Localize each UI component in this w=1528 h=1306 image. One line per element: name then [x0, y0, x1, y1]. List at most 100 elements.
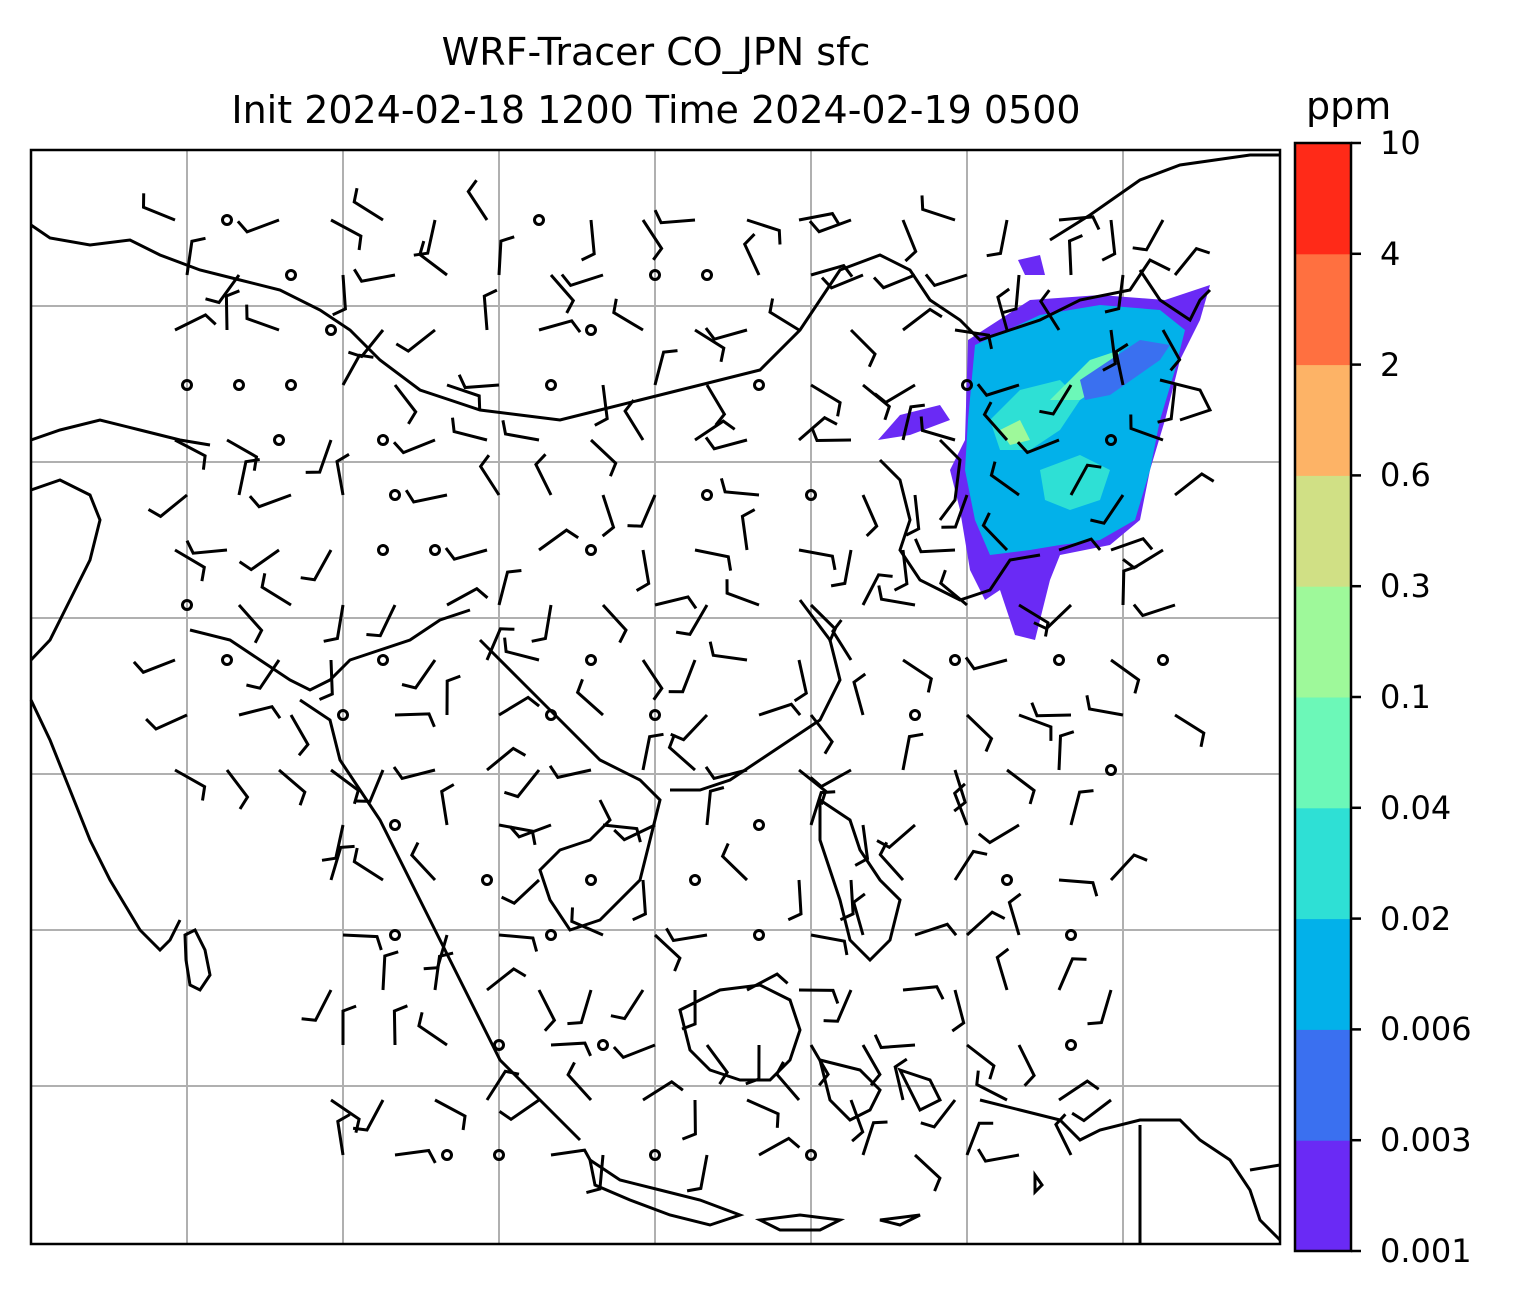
colorbar-tick-label: 0.3 — [1380, 567, 1431, 606]
calm-wind-marker — [805, 489, 817, 501]
wind-barb — [323, 604, 345, 643]
wind-barb — [654, 595, 698, 610]
wind-barb — [742, 233, 761, 276]
calm-wind-marker — [701, 269, 713, 281]
wind-barb — [1038, 289, 1061, 331]
wind-barb — [986, 219, 1009, 258]
calm-wind-marker — [545, 929, 557, 941]
wind-barb — [852, 672, 867, 716]
wind-barb — [329, 844, 355, 881]
wind-barb — [902, 307, 943, 332]
wind-barb — [1173, 246, 1211, 276]
wind-barb — [498, 695, 541, 717]
wind-barb — [981, 512, 1009, 552]
colorbar-tick-label: 0.6 — [1380, 456, 1431, 495]
wind-barb — [444, 547, 488, 561]
wind-barb — [226, 438, 259, 471]
calm-wind-marker — [753, 379, 765, 391]
wind-barb — [1071, 1098, 1112, 1123]
wind-barb — [1110, 658, 1141, 694]
wind-barb — [861, 494, 879, 537]
wind-barb — [768, 298, 800, 332]
colorbar — [1293, 141, 1361, 1253]
wind-barb — [497, 235, 515, 276]
wind-barb — [236, 218, 280, 234]
colorbar-segment — [1295, 807, 1351, 920]
calm-wind-marker — [273, 434, 285, 446]
wind-barb — [720, 842, 749, 882]
wind-barb — [260, 573, 292, 607]
wind-barb — [341, 1004, 357, 1045]
wind-barb — [238, 704, 282, 720]
calm-wind-marker — [389, 819, 401, 831]
wind-barb — [381, 950, 399, 991]
wind-barb — [1104, 274, 1125, 314]
wind-barb — [953, 849, 988, 881]
wind-barb — [224, 289, 240, 331]
tracer-plume — [878, 255, 1210, 640]
wind-barb — [610, 989, 645, 1021]
wind-barb — [1132, 219, 1165, 252]
wind-barb — [1054, 1113, 1073, 1156]
wind-barb — [500, 878, 541, 905]
wind-barb — [798, 415, 838, 442]
wind-barb — [531, 604, 553, 643]
wind-barb — [1067, 234, 1083, 276]
wind-barb — [497, 569, 522, 606]
colorbar-segment — [1295, 697, 1351, 809]
wind-barb — [873, 1034, 916, 1050]
wind-barb — [575, 678, 604, 717]
map-frame — [29, 148, 1282, 1246]
wind-barb — [330, 768, 361, 805]
wind-barb — [746, 972, 789, 992]
calm-wind-marker — [585, 874, 597, 886]
colorbar-tick-label: 0.04 — [1380, 788, 1452, 827]
wind-barb — [485, 627, 515, 661]
calm-wind-marker — [337, 709, 349, 721]
calm-wind-marker — [441, 1149, 453, 1161]
wind-barb — [205, 274, 241, 305]
wind-barb — [976, 383, 1020, 397]
wind-barb — [132, 658, 176, 675]
wind-barb — [964, 656, 1008, 671]
colorbar-tick-label: 0.001 — [1380, 1232, 1472, 1270]
calm-wind-marker — [1001, 874, 1013, 886]
calm-wind-marker — [585, 654, 597, 666]
wind-barb — [809, 768, 852, 789]
wind-barb — [613, 823, 656, 842]
wind-barb — [798, 211, 841, 227]
wind-barbs — [132, 179, 1215, 1195]
wind-barb — [746, 1098, 780, 1128]
wind-barb — [550, 1148, 593, 1164]
calm-wind-marker — [545, 379, 557, 391]
wind-barb — [694, 419, 736, 442]
wind-barb — [418, 240, 448, 277]
wind-barb — [989, 461, 1020, 497]
wind-barb — [174, 438, 207, 470]
wind-barb — [612, 1043, 656, 1060]
calm-wind-marker — [181, 379, 193, 391]
wind-barb — [538, 528, 580, 552]
wind-barb — [740, 508, 756, 551]
wind-barb — [601, 494, 616, 538]
wind-barb — [849, 1099, 865, 1143]
wind-barb — [798, 988, 840, 1005]
wind-barb — [1085, 695, 1124, 717]
wind-barb — [1030, 702, 1072, 718]
wind-barb — [185, 540, 228, 555]
calm-wind-marker — [285, 379, 297, 391]
wind-barb — [1101, 219, 1117, 262]
wind-barb — [873, 383, 916, 405]
wind-barb — [478, 454, 501, 496]
wind-barb — [434, 1098, 467, 1131]
wind-barb — [538, 319, 582, 333]
wind-barb — [745, 1044, 761, 1086]
calm-wind-marker — [533, 214, 545, 226]
calm-wind-marker — [377, 434, 389, 446]
wind-barb — [1057, 730, 1075, 771]
calm-wind-marker — [597, 1039, 609, 1051]
wind-barb — [1058, 215, 1101, 231]
wind-barb — [952, 782, 969, 826]
colorbar-segment — [1295, 586, 1351, 698]
wind-barb — [353, 268, 396, 283]
